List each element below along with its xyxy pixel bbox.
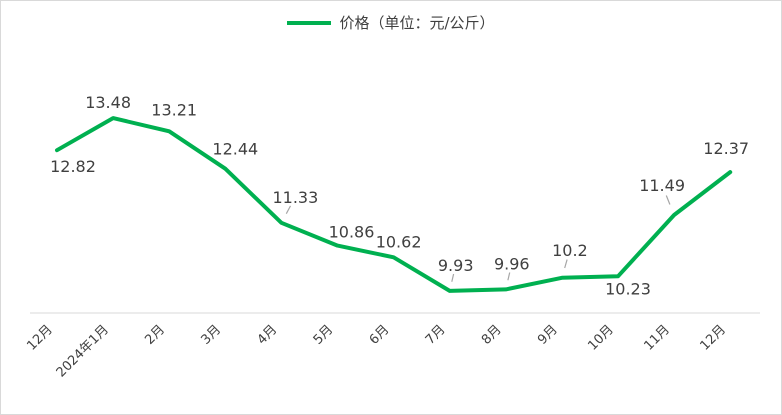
leader-line	[564, 259, 568, 269]
data-label: 12.82	[50, 157, 96, 176]
data-label: 9.96	[494, 254, 530, 273]
leader-line	[507, 272, 511, 281]
leader-line	[285, 205, 292, 214]
x-tick-label: 12月	[698, 322, 729, 353]
x-tick-label: 11月	[641, 322, 672, 353]
leader-lines	[285, 195, 671, 282]
legend-swatch	[287, 20, 332, 25]
leader-line	[451, 273, 455, 282]
data-label: 10.23	[605, 279, 651, 298]
x-tick-label: 7月	[423, 322, 449, 348]
x-tick-label: 12月	[24, 322, 55, 353]
data-label: 11.33	[272, 188, 318, 207]
x-tick-label: 2月	[142, 322, 168, 348]
data-label: 10.62	[376, 232, 422, 251]
x-tick-label: 9月	[535, 322, 561, 348]
data-label: 11.49	[639, 176, 685, 195]
x-tick-label: 3月	[198, 322, 224, 348]
x-tick-label: 2024年1月	[54, 322, 112, 380]
series-line	[55, 116, 733, 293]
legend-label: 价格（单位：元/公斤）	[339, 14, 495, 32]
leader-line	[665, 195, 671, 205]
data-label: 10.86	[329, 223, 375, 242]
data-label: 12.44	[212, 140, 258, 159]
x-tick-label: 10月	[585, 322, 616, 353]
x-tick-label: 8月	[479, 322, 505, 348]
x-tick-label: 4月	[255, 322, 281, 348]
legend: 价格（单位：元/公斤）	[0, 12, 782, 33]
data-label: 12.37	[703, 139, 749, 158]
data-label: 13.21	[151, 100, 197, 119]
x-tick-label: 5月	[311, 322, 337, 348]
data-label: 10.2	[552, 241, 588, 260]
data-label: 9.93	[438, 256, 474, 275]
data-label: 13.48	[85, 93, 131, 112]
x-tick-label: 6月	[367, 322, 393, 348]
